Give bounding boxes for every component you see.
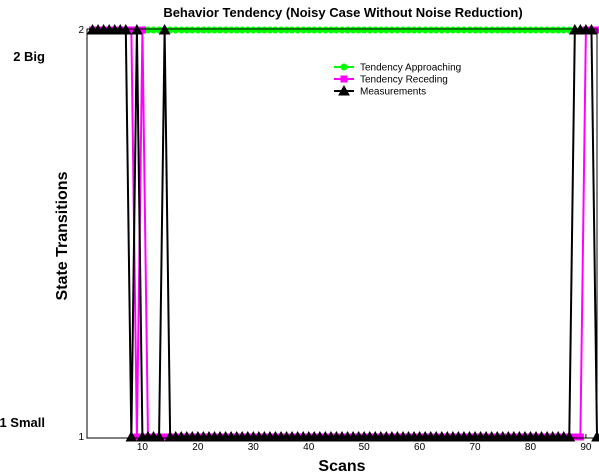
legend-label: Measurements bbox=[360, 87, 426, 98]
x-tick-label: 80 bbox=[525, 442, 537, 453]
legend-marker bbox=[340, 63, 348, 71]
point-measurements bbox=[563, 430, 576, 442]
y-category-label: 1 Small bbox=[0, 415, 45, 430]
point-measurements bbox=[125, 430, 138, 442]
legend-label: Tendency Receding bbox=[360, 75, 448, 86]
x-axis-label: Scans bbox=[318, 458, 365, 475]
point-measurements bbox=[153, 430, 165, 442]
x-tick-label: 30 bbox=[248, 442, 260, 453]
x-tick-label: 90 bbox=[580, 442, 592, 453]
x-tick-label: 20 bbox=[192, 442, 204, 453]
plot-frame bbox=[86, 28, 598, 439]
legend-marker bbox=[340, 75, 348, 83]
x-tick-label: 60 bbox=[414, 442, 426, 453]
chart-title: Behavior Tendency (Noisy Case Without No… bbox=[163, 5, 522, 20]
point-tendency-receding bbox=[576, 433, 584, 441]
y-category-label: 2 Big bbox=[13, 49, 45, 64]
x-tick-label: 70 bbox=[469, 442, 481, 453]
legend-box bbox=[328, 58, 503, 100]
y-axis-ticks: 1 2 2 Big 1 Small bbox=[0, 25, 84, 443]
x-axis-ticks: 10 20 30 40 50 60 70 80 90 bbox=[137, 434, 592, 453]
y-tick-label: 2 bbox=[78, 25, 84, 36]
x-tick-label: 50 bbox=[359, 442, 371, 453]
y-tick-label: 1 bbox=[78, 432, 84, 443]
y-axis-label: State Transitions bbox=[54, 171, 71, 300]
x-tick-label: 10 bbox=[137, 442, 149, 453]
legend-marker bbox=[338, 84, 350, 96]
x-tick-label: 40 bbox=[303, 442, 315, 453]
legend-label: Tendency Approaching bbox=[360, 63, 461, 74]
